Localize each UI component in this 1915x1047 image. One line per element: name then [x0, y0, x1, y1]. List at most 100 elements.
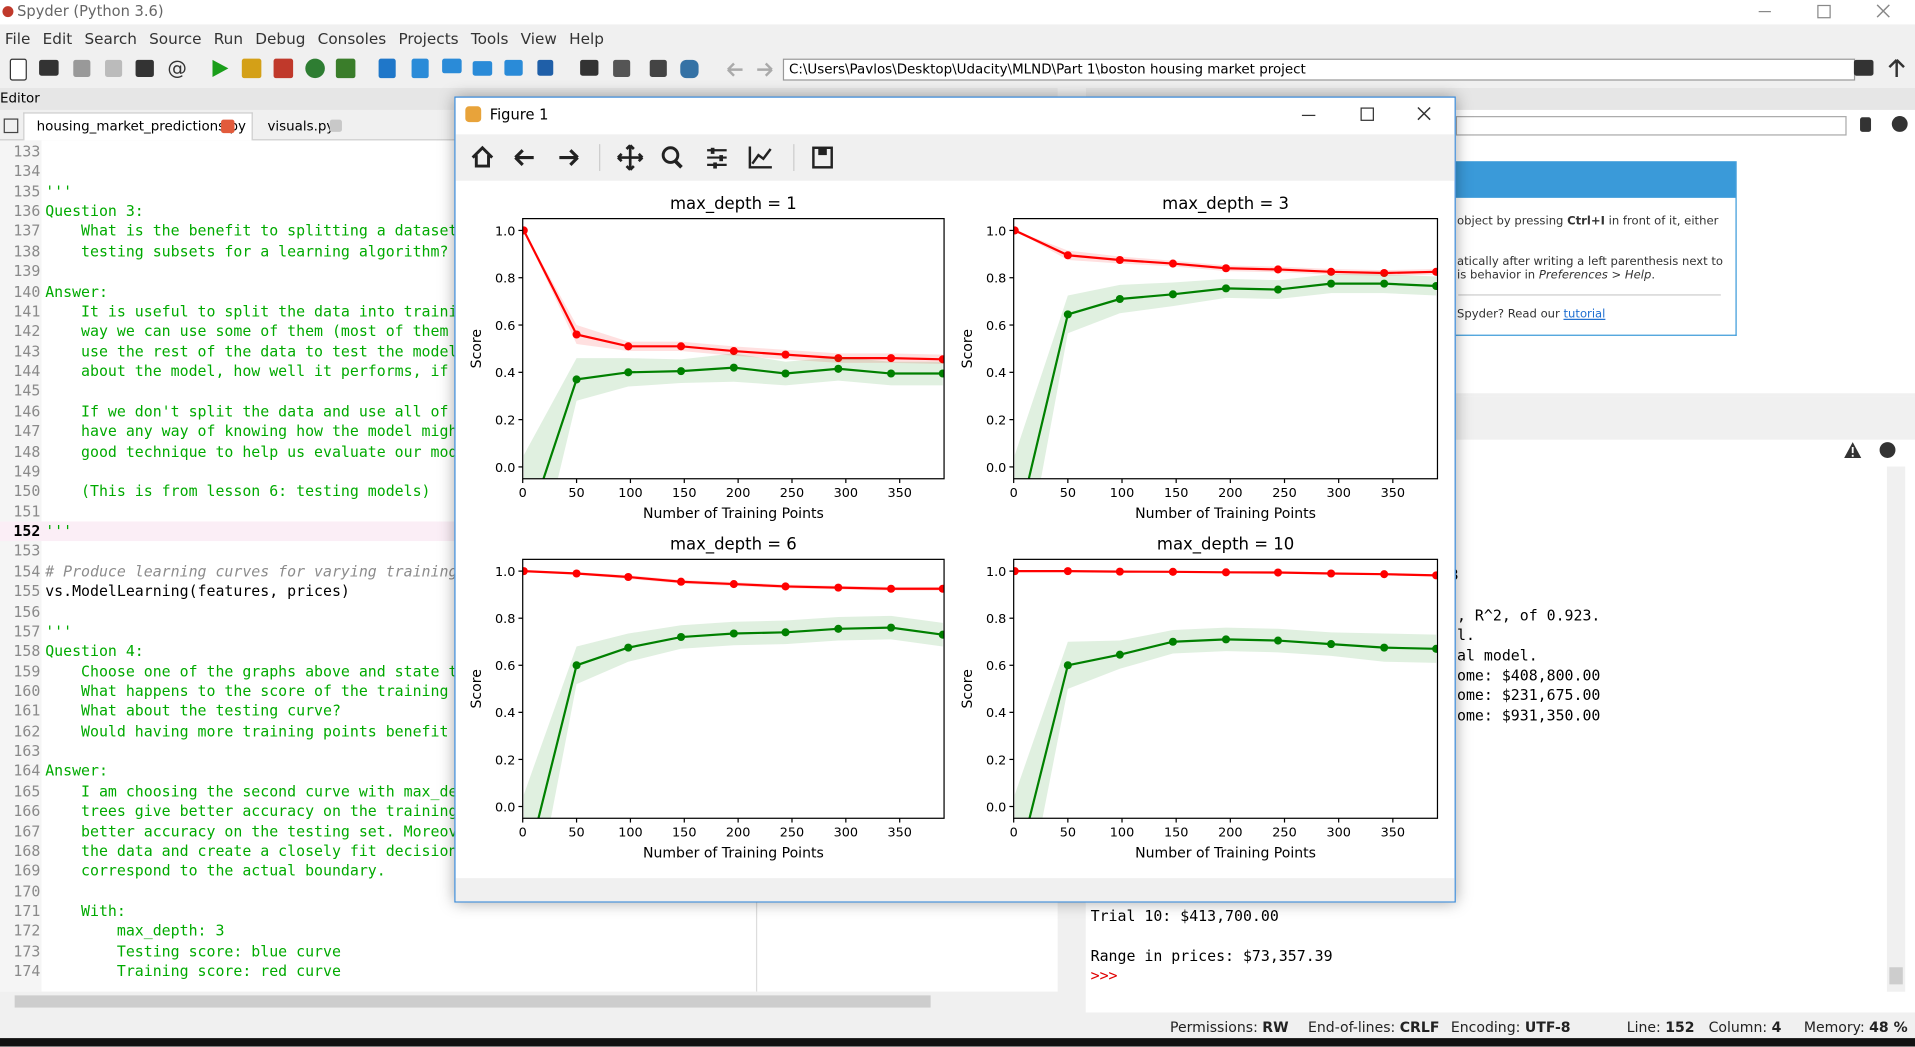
line-number: 151	[13, 502, 41, 520]
x-tick-label: 50	[1060, 486, 1076, 501]
pane-icon[interactable]	[580, 59, 599, 76]
y-tick-label: 0.6	[495, 319, 515, 334]
step-into-icon[interactable]	[442, 58, 462, 74]
plot-area	[1013, 567, 1438, 819]
run-cell-icon[interactable]	[241, 58, 262, 79]
save-all-icon[interactable]	[105, 59, 123, 77]
config-icon[interactable]	[335, 58, 356, 79]
code-line: 143 use the rest of the data to test the…	[0, 342, 757, 362]
x-tick-label: 300	[834, 826, 858, 841]
run-icon[interactable]	[210, 59, 230, 79]
menu-item[interactable]: View	[520, 29, 557, 48]
maximize-icon[interactable]	[613, 59, 631, 77]
restore-button[interactable]	[1817, 4, 1831, 19]
debug-icon[interactable]	[378, 58, 396, 79]
preferences-icon[interactable]	[649, 59, 667, 77]
continue-icon[interactable]	[504, 59, 523, 76]
std-band	[523, 230, 943, 365]
rerun-icon[interactable]	[305, 58, 325, 79]
list-icon[interactable]	[135, 59, 154, 77]
tab-close[interactable]	[221, 119, 235, 134]
minimize-button[interactable]	[1301, 114, 1316, 117]
y-tick-label: 0.0	[495, 461, 515, 476]
scroll-thumb[interactable]	[14, 995, 931, 1008]
step-icon[interactable]	[411, 58, 429, 79]
working-directory[interactable]: C:\Users\Pavlos\Desktop\Udacity\MLND\Par…	[782, 58, 1856, 81]
code-line: 168 the data and create a closely fit de…	[0, 841, 757, 861]
help-line: atically after writing a left parenthesi…	[1457, 255, 1723, 268]
help-line: Spyder? Read our tutorial	[1457, 308, 1605, 321]
step-return-icon[interactable]	[472, 61, 493, 76]
zoom-button[interactable]	[661, 146, 683, 169]
forward-button[interactable]	[559, 149, 579, 166]
y-tick-label: 0.0	[986, 800, 1006, 815]
save-icon[interactable]	[73, 59, 91, 77]
help-text[interactable]: tutorial	[1563, 307, 1606, 322]
menu-item[interactable]: Consoles	[317, 29, 387, 48]
line-number: 168	[13, 842, 41, 860]
stop-icon[interactable]	[537, 59, 554, 76]
python-path-icon[interactable]	[680, 59, 699, 79]
menu-item[interactable]: Tools	[470, 29, 509, 48]
code-line: 136 Question 3:	[0, 202, 757, 222]
close-button[interactable]	[1417, 106, 1432, 121]
line-number: 163	[13, 742, 41, 760]
toolbar-icons	[471, 144, 833, 171]
code-text: use the rest of the data to test the mod…	[45, 342, 458, 360]
line-number: 162	[13, 722, 41, 740]
back-button[interactable]	[514, 149, 534, 166]
scroll-thumb[interactable]	[1889, 967, 1903, 985]
score-point	[729, 629, 738, 638]
save-button[interactable]	[812, 146, 833, 169]
line-number: 139	[13, 262, 41, 280]
menu-item[interactable]: Source	[149, 29, 202, 48]
score-point	[520, 873, 528, 881]
console-line: al model.	[1457, 646, 1538, 664]
lock-icon[interactable]	[1860, 117, 1872, 132]
menu-item[interactable]: File	[4, 29, 31, 48]
source-combo[interactable]	[1455, 116, 1847, 136]
open-icon[interactable]	[39, 59, 59, 76]
axes-button[interactable]	[748, 146, 772, 169]
code-line: 138 testing subsets for a learning algor…	[0, 242, 757, 262]
home-button[interactable]	[471, 145, 494, 168]
menu-item[interactable]: Search	[84, 29, 137, 48]
y-tick-label: 1.0	[986, 224, 1006, 239]
menu-item[interactable]: Debug	[255, 29, 306, 48]
code-line: 153	[0, 542, 757, 562]
maximize-button[interactable]	[1360, 107, 1374, 121]
new-file-icon[interactable]	[9, 58, 27, 81]
score-point	[1273, 285, 1283, 294]
run-cell-advance-icon[interactable]	[273, 58, 294, 79]
parent-dir-icon[interactable]	[1887, 58, 1907, 79]
code-text: vs.ModelLearning(features, prices)	[45, 582, 350, 600]
close-button[interactable]	[1876, 4, 1891, 19]
code-text: It is useful to split the data into trai…	[45, 302, 458, 320]
subplots-button[interactable]	[707, 147, 727, 169]
tab-close[interactable]	[329, 119, 342, 132]
browse-icon[interactable]	[1853, 59, 1874, 76]
tab[interactable]: visuals.py	[253, 114, 351, 138]
menu-item[interactable]: Projects	[398, 29, 459, 48]
minimize-button[interactable]	[1758, 10, 1771, 13]
options-icon[interactable]	[1891, 116, 1908, 132]
options-icon[interactable]	[1879, 442, 1896, 458]
status-item: Permissions: RW	[1170, 1019, 1289, 1036]
x-tick-label: 350	[887, 486, 911, 501]
tab-label: visuals.py	[267, 118, 335, 135]
at-icon[interactable]: @	[167, 56, 187, 80]
tab-active[interactable]: housing_market_predictions.py	[23, 112, 253, 141]
pan-button[interactable]	[617, 144, 644, 171]
browse-tabs-icon[interactable]	[3, 118, 19, 134]
editor-hscrollbar[interactable]	[0, 991, 1058, 1012]
menu-item[interactable]: Edit	[42, 29, 73, 48]
menu-item[interactable]: Run	[213, 29, 244, 48]
line-number: 150	[13, 482, 41, 500]
code-text: I am choosing the second curve with max_…	[45, 782, 458, 800]
warning-icon[interactable]	[1843, 441, 1863, 459]
menu-item[interactable]: Help	[569, 29, 604, 48]
help-text: Spyder? Read our	[1457, 307, 1564, 322]
console-scrollbar[interactable]	[1886, 466, 1906, 992]
y-tick-label: 0.8	[986, 272, 1006, 287]
nav-arrows[interactable]	[725, 60, 774, 80]
